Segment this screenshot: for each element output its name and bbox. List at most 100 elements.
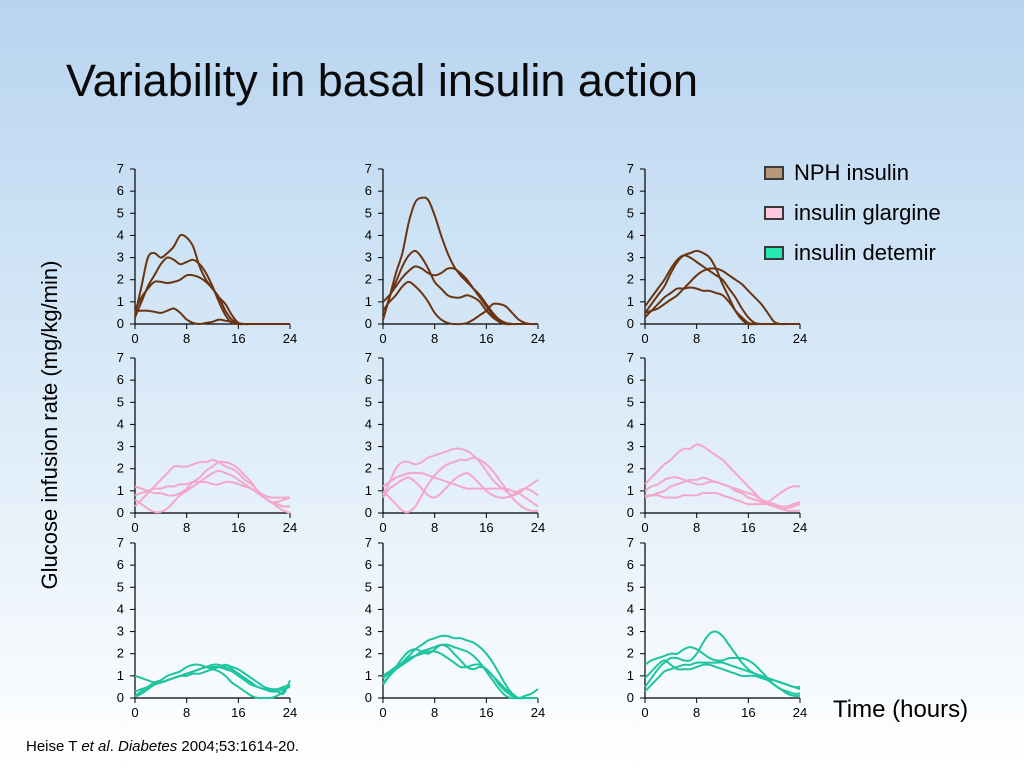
series-line-2 [134,256,290,326]
y-tick-label: 0 [365,505,372,520]
y-tick-label: 1 [365,483,372,498]
citation-author: Heise T [26,738,82,755]
y-tick-label: 2 [365,461,372,476]
series-line-3 [382,472,539,499]
chart-panel-5: 0 1 2 3 4 5 6 7 0 8 16 24 [365,350,545,535]
series-line-3 [382,265,538,326]
y-tick-label: 7 [365,535,372,550]
y-tick-label: 0 [627,690,634,705]
citation: Heise T et al. Diabetes 2004;53:1614-20. [26,738,299,755]
y-tick-label: 1 [627,668,634,683]
series-line-1 [134,233,290,326]
y-tick-label: 4 [627,227,634,242]
y-tick-label: 2 [627,461,634,476]
x-tick-label: 24 [531,331,545,346]
y-tick-label: 2 [117,272,124,287]
y-tick-label: 5 [365,394,372,409]
y-tick-label: 5 [365,579,372,594]
series-line-2 [644,254,800,326]
series-line-2 [382,249,538,326]
series-line-1 [382,447,539,497]
series-line-3 [644,476,801,508]
chart-panel-6: 0 1 2 3 4 5 6 7 0 8 16 24 [627,350,807,535]
x-tick-label: 8 [183,331,190,346]
series-line-4 [382,650,538,700]
citation-journal: Diabetes [118,738,178,755]
x-tick-label: 16 [479,705,493,720]
series-line-4 [382,280,539,326]
x-tick-label: 0 [131,331,138,346]
chart-panel-2: 0 1 2 3 4 5 6 7 0 8 16 24 [365,161,545,346]
series-line-3 [644,286,800,326]
x-tick-label: 8 [431,705,438,720]
x-tick-label: 16 [231,705,245,720]
y-tick-label: 7 [117,161,124,176]
chart-panel-7: 0 1 2 3 4 5 6 7 0 8 16 24 [117,535,297,720]
y-tick-label: 4 [365,416,372,431]
y-tick-label: 4 [117,416,124,431]
x-tick-label: 16 [231,520,245,535]
x-tick-label: 8 [431,520,438,535]
x-tick-label: 8 [693,331,700,346]
x-tick-label: 24 [283,331,297,346]
series-line-3 [134,469,291,514]
y-tick-label: 3 [627,624,634,639]
y-tick-label: 7 [365,350,372,365]
y-tick-label: 0 [627,316,634,331]
y-tick-label: 1 [627,294,634,309]
legend-label-detemir: insulin detemir [794,240,936,265]
citation-etal: et al [81,738,110,755]
y-tick-label: 6 [627,557,634,572]
series-line-4 [134,663,291,696]
x-tick-label: 0 [641,705,648,720]
legend-swatch-glargine [764,206,784,220]
y-tick-label: 1 [365,668,372,683]
y-tick-label: 3 [117,624,124,639]
y-tick-label: 5 [117,394,124,409]
series-line-4 [644,659,801,697]
y-tick-label: 6 [627,183,634,198]
legend-item-detemir: insulin detemir [764,233,941,273]
citation-dot: . [109,738,119,755]
y-tick-label: 3 [627,250,634,265]
series-line-4 [382,471,539,508]
y-tick-label: 2 [365,272,372,287]
y-tick-label: 6 [365,557,372,572]
x-tick-label: 8 [431,331,438,346]
y-tick-label: 4 [365,227,372,242]
y-tick-label: 6 [117,372,124,387]
series-line-2 [382,643,538,700]
series-line-4 [135,307,290,326]
x-tick-label: 8 [183,705,190,720]
y-tick-label: 5 [117,205,124,220]
series-line-1 [644,249,800,326]
chart-panel-9: 0 1 2 3 4 5 6 7 0 8 16 24 [627,535,807,720]
y-tick-label: 1 [627,483,634,498]
y-tick-label: 2 [365,646,372,661]
series-line-3 [134,273,290,326]
y-tick-label: 7 [365,161,372,176]
y-tick-label: 6 [117,557,124,572]
y-tick-label: 4 [627,416,634,431]
series-line-1 [644,443,801,510]
chart-panel-1: 0 1 2 3 4 5 6 7 0 8 16 24 [117,161,297,346]
y-tick-label: 1 [117,483,124,498]
citation-ref: 2004;53:1614-20. [177,738,299,755]
series-line-4 [134,480,291,514]
x-tick-label: 24 [283,520,297,535]
chart-panel-3: 0 1 2 3 4 5 6 7 0 8 16 24 [627,161,807,346]
x-tick-label: 0 [641,520,648,535]
y-tick-label: 0 [117,316,124,331]
x-tick-label: 24 [793,520,807,535]
x-tick-label: 24 [793,705,807,720]
y-tick-label: 4 [627,601,634,616]
y-tick-label: 0 [365,690,372,705]
y-tick-label: 0 [365,316,372,331]
y-tick-label: 0 [627,505,634,520]
y-tick-label: 4 [117,601,124,616]
legend: NPH insulin insulin glargine insulin det… [764,153,941,273]
x-tick-label: 24 [531,705,545,720]
slide-title: Variability in basal insulin action [66,55,698,106]
x-tick-label: 0 [131,705,138,720]
